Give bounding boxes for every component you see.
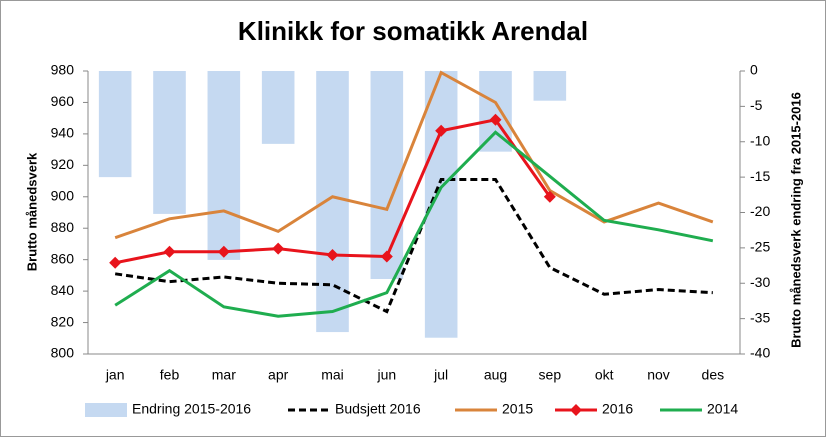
legend-label: Budsjett 2016	[335, 401, 421, 417]
line	[114, 70, 714, 240]
marker	[217, 245, 230, 258]
y-tick-label: 920	[51, 156, 75, 172]
x-tick-label: nov	[647, 367, 670, 383]
legend-marker	[570, 404, 582, 416]
y-tick-label: 940	[51, 125, 75, 141]
y2-tick-label: 0	[750, 62, 758, 78]
y-tick-label: 880	[51, 219, 75, 235]
x-tick-label: sep	[539, 367, 562, 383]
marker	[380, 250, 393, 263]
legend-label: Endring 2015-2016	[132, 401, 251, 417]
marker	[163, 245, 176, 258]
legend-label: 2016	[602, 401, 633, 417]
y2-tick-label: -20	[750, 203, 770, 219]
y-tick-label: 800	[51, 345, 75, 361]
x-tick-label: jun	[376, 367, 396, 383]
legend-swatch	[85, 403, 127, 417]
y2-tick-label: -30	[750, 274, 770, 290]
marker	[489, 113, 502, 126]
marker	[326, 248, 339, 261]
y-tick-label: 820	[51, 313, 75, 329]
x-tick-label: apr	[268, 367, 289, 383]
bar	[261, 71, 295, 144]
bar	[424, 71, 458, 338]
line	[114, 177, 713, 314]
marker	[435, 124, 448, 137]
legend-label: 2014	[707, 401, 738, 417]
y-tick-label: 840	[51, 282, 75, 298]
y2-tick-label: -35	[750, 309, 770, 325]
marker	[109, 256, 122, 269]
x-tick-label: okt	[595, 367, 614, 383]
marker	[272, 242, 285, 255]
x-tick-label: feb	[160, 367, 180, 383]
y2-tick-label: -25	[750, 239, 770, 255]
legend-label: 2015	[502, 401, 533, 417]
bar	[316, 71, 349, 333]
y-tick-label: 960	[51, 93, 75, 109]
marker	[543, 190, 556, 203]
y2-tick-label: -5	[750, 97, 763, 113]
bar	[479, 71, 512, 152]
x-tick-label: mar	[212, 367, 236, 383]
x-tick-label: mai	[321, 367, 344, 383]
y-tick-label: 900	[51, 187, 75, 203]
bar	[533, 71, 567, 101]
x-tick-label: jul	[433, 367, 448, 383]
y2-axis-title: Brutto månedsverk endring fra 2015-2016	[788, 92, 803, 348]
y2-tick-label: -15	[750, 168, 770, 184]
x-tick-label: jan	[105, 367, 125, 383]
bar	[98, 71, 132, 178]
y-tick-label: 860	[51, 250, 75, 266]
x-tick-label: aug	[484, 367, 507, 383]
y-axis-title: Brutto månedsverk	[24, 152, 39, 271]
y2-tick-label: -10	[750, 132, 770, 148]
bar	[207, 71, 241, 260]
bar	[370, 71, 404, 280]
y2-tick-label: -40	[750, 345, 770, 361]
x-tick-label: des	[702, 367, 725, 383]
line	[114, 130, 714, 318]
bar	[153, 71, 186, 214]
chart-title: Klinikk for somatikk Arendal	[238, 16, 588, 46]
y-tick-label: 980	[51, 62, 75, 78]
